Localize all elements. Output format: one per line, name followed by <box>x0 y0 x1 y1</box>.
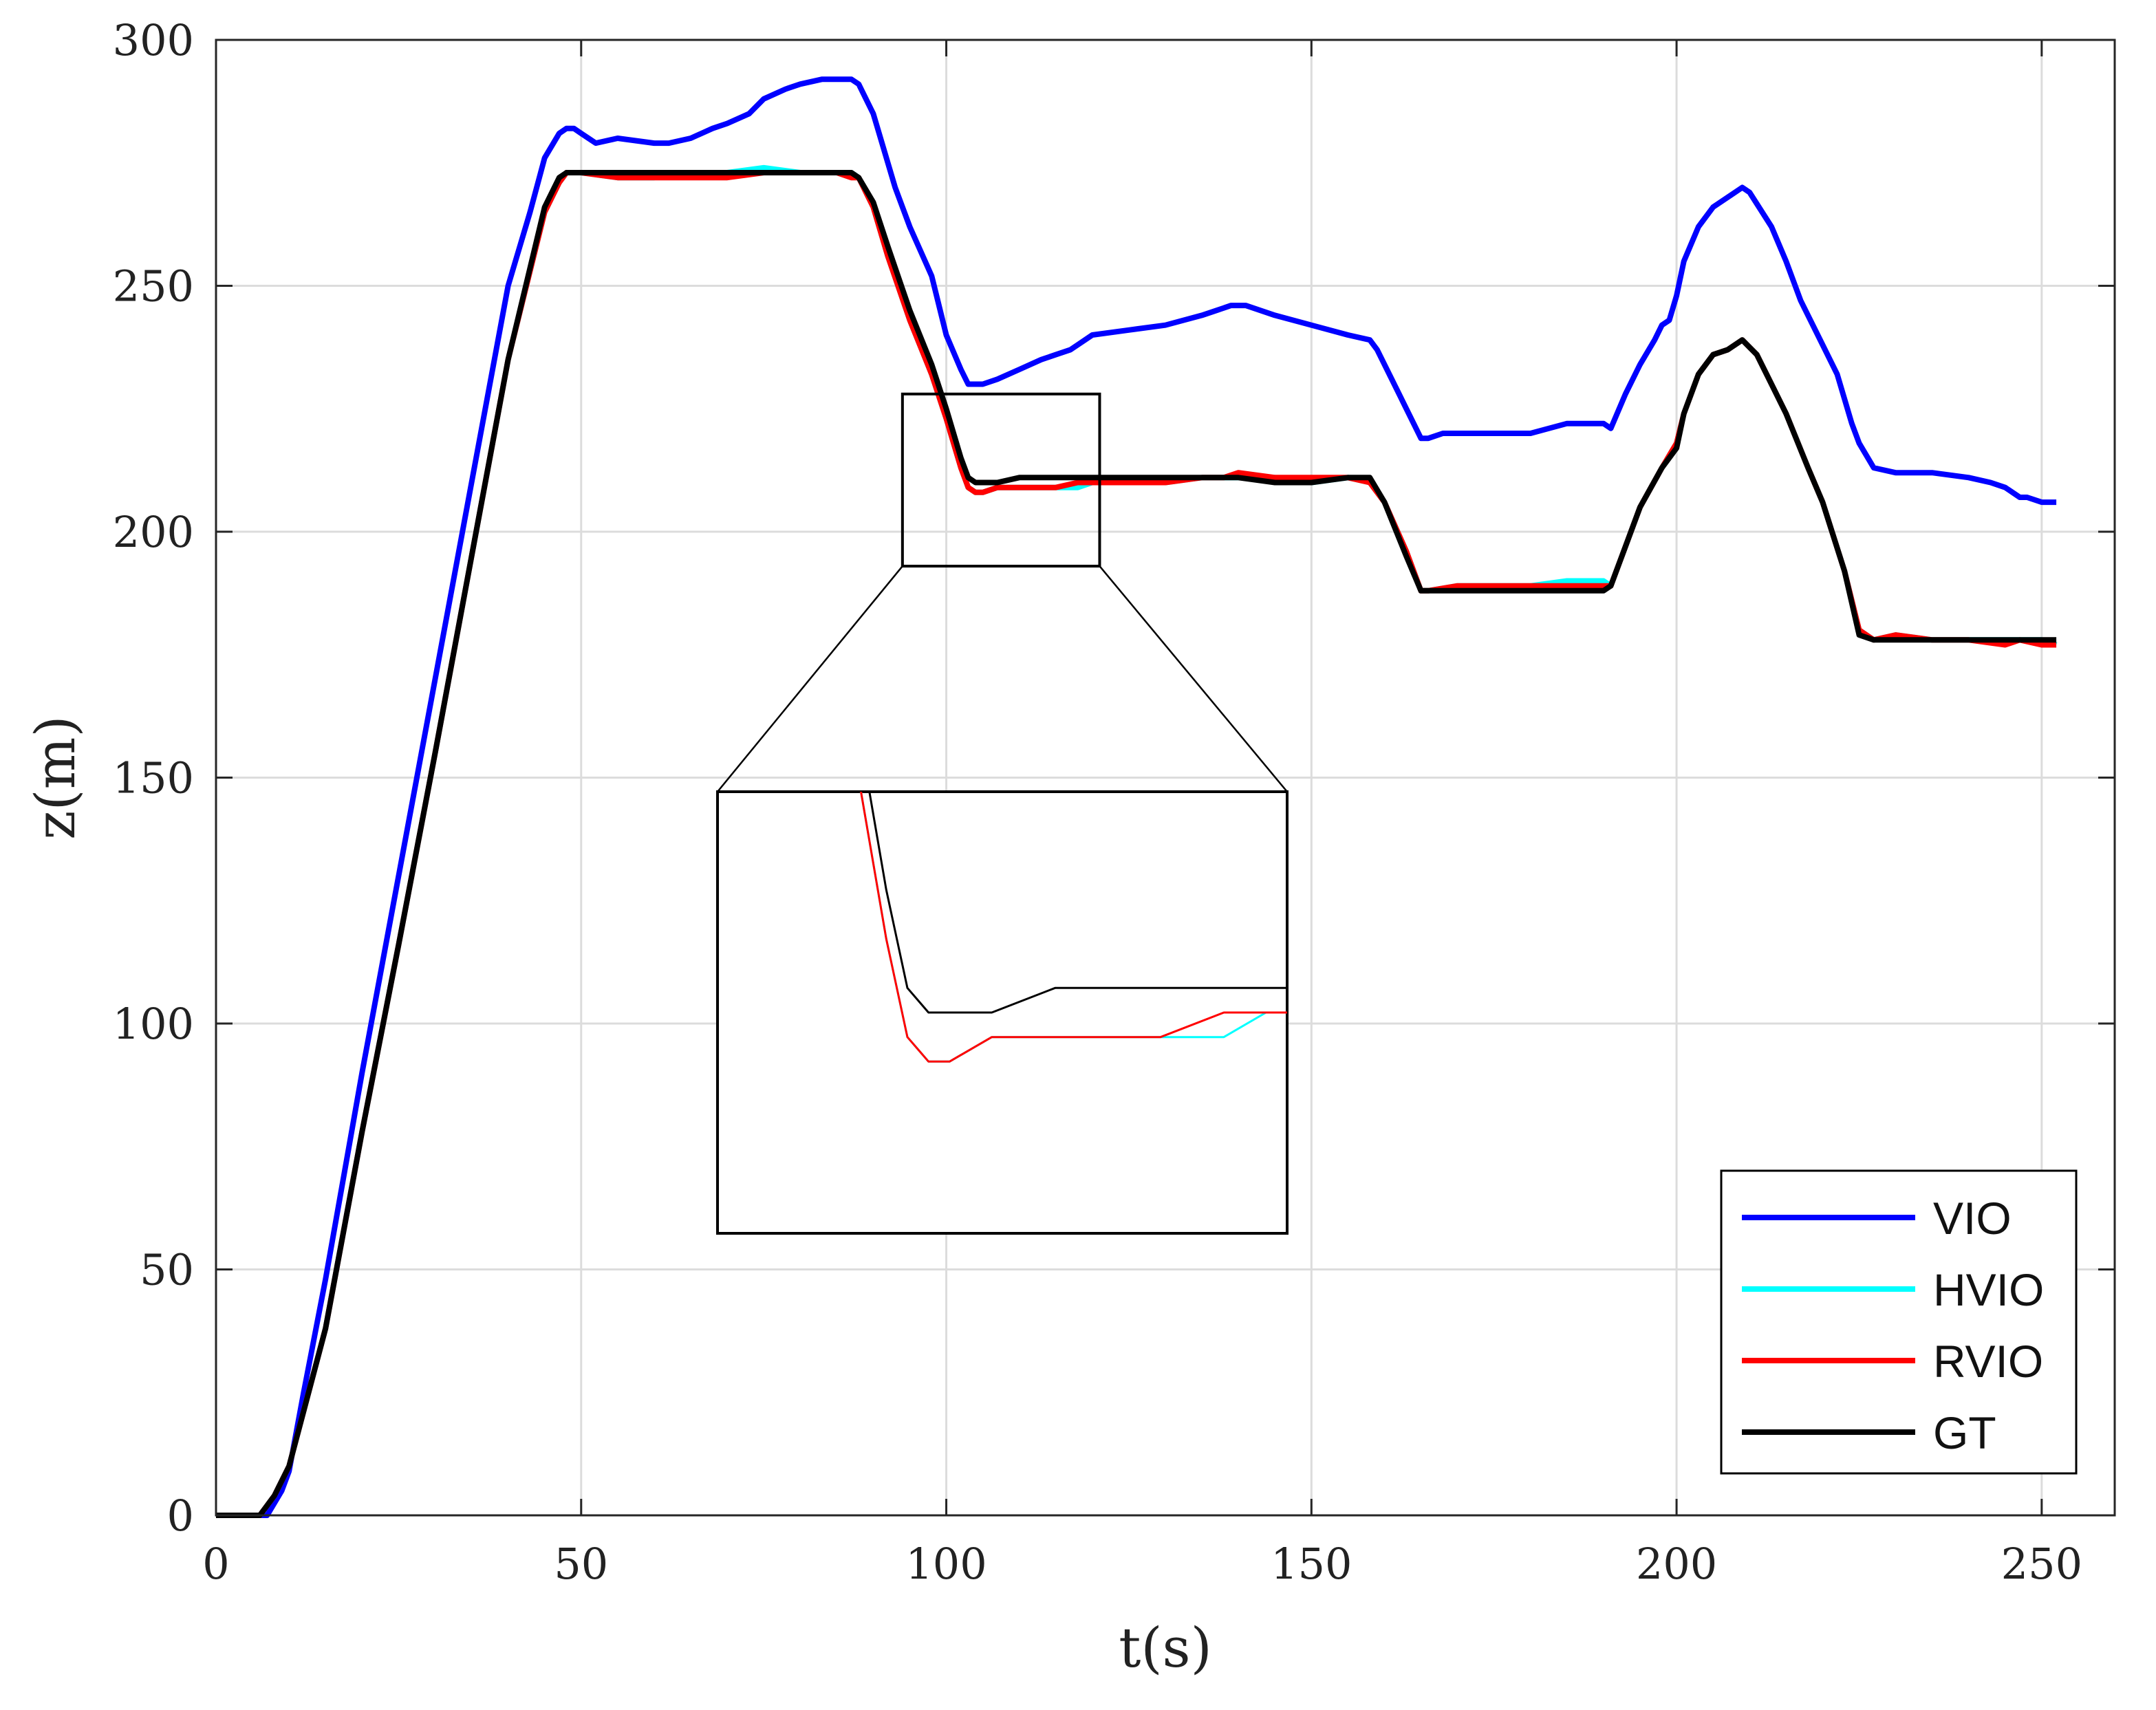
legend-label-vio: VIO <box>1933 1193 2012 1244</box>
axis-ticks: 0 50 100 150 200 250 0 50 100 150 200 250 300 <box>113 15 2115 1589</box>
inset-line-gt <box>868 792 1287 1014</box>
zoom-inset-box <box>716 790 1289 1235</box>
series-lines <box>216 76 2058 1518</box>
inset-line-rvio <box>860 792 1287 1063</box>
y-axis-label: z(m) <box>23 715 87 839</box>
x-tick-label-3: 150 <box>1271 1539 1352 1589</box>
y-tick-label-0: 0 <box>167 1491 194 1541</box>
y-tick-label-6: 300 <box>113 15 194 65</box>
series-line-gt <box>216 170 2057 1518</box>
y-tick-label-1: 50 <box>140 1245 194 1295</box>
legend-label-rvio: RVIO <box>1933 1336 2043 1387</box>
zoom-inset <box>716 392 1289 1235</box>
x-tick-label-2: 100 <box>905 1539 987 1589</box>
x-tick-label-4: 200 <box>1636 1539 1717 1589</box>
series-line-vio <box>216 76 2057 1518</box>
x-tick-label-5: 250 <box>2001 1539 2082 1589</box>
zoom-inset-lines <box>860 792 1287 1063</box>
y-tick-label-5: 250 <box>113 261 194 312</box>
x-tick-label-1: 50 <box>554 1539 608 1589</box>
x-axis-label: t(s) <box>1119 1616 1212 1680</box>
zoom-connector-left <box>717 565 903 792</box>
y-tick-label-4: 200 <box>113 507 194 557</box>
legend: VIO HVIO RVIO GT <box>1720 1169 2078 1475</box>
legend-label-gt: GT <box>1933 1407 1996 1458</box>
legend-box <box>1720 1169 2078 1475</box>
x-tick-label-0: 0 <box>202 1539 229 1589</box>
y-tick-label-2: 100 <box>113 999 194 1049</box>
zoom-source-box <box>901 392 1101 568</box>
legend-label-hvio: HVIO <box>1933 1264 2044 1315</box>
y-tick-label-3: 150 <box>113 753 194 803</box>
grid-lines <box>216 40 2115 1515</box>
zoom-connector-right <box>1099 565 1288 792</box>
